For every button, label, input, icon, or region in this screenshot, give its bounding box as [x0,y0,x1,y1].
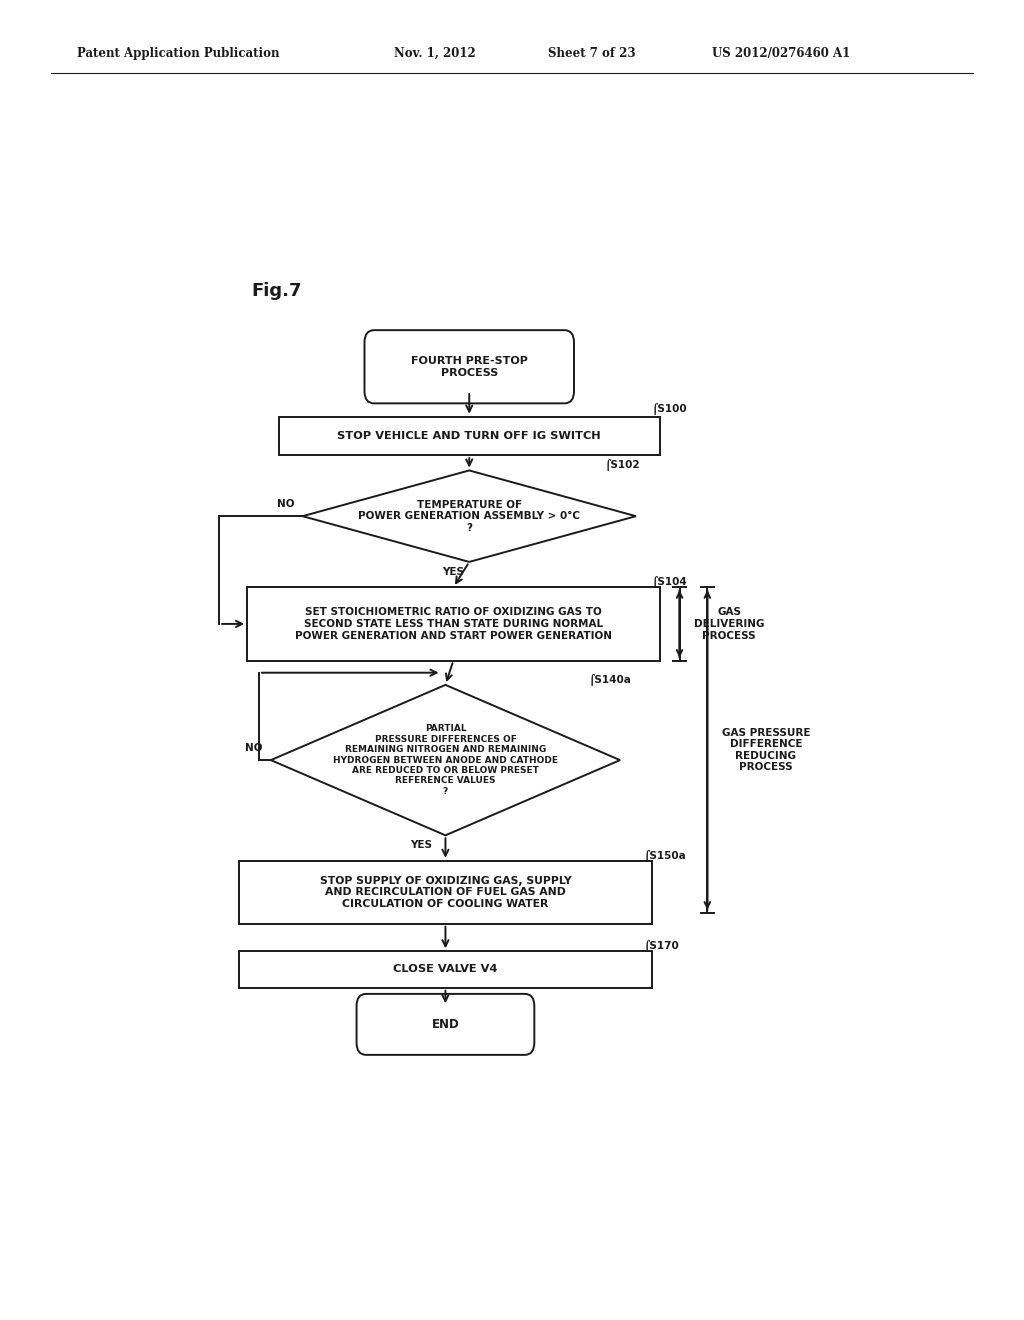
Text: STOP SUPPLY OF OXIDIZING GAS, SUPPLY
AND RECIRCULATION OF FUEL GAS AND
CIRCULATI: STOP SUPPLY OF OXIDIZING GAS, SUPPLY AND… [319,875,571,909]
Polygon shape [270,685,620,836]
Text: FOURTH PRE-STOP
PROCESS: FOURTH PRE-STOP PROCESS [411,356,527,378]
FancyBboxPatch shape [356,994,535,1055]
Polygon shape [303,470,636,562]
Text: ⌠S102: ⌠S102 [604,458,640,470]
Text: GAS
DELIVERING
PROCESS: GAS DELIVERING PROCESS [694,607,764,640]
Text: TEMPERATURE OF
POWER GENERATION ASSEMBLY > 0°C
?: TEMPERATURE OF POWER GENERATION ASSEMBLY… [358,499,581,533]
Text: YES: YES [411,841,432,850]
Text: ⌠S104: ⌠S104 [651,576,687,587]
Text: Sheet 7 of 23: Sheet 7 of 23 [548,46,636,59]
Text: SET STOICHIOMETRIC RATIO OF OXIDIZING GAS TO
SECOND STATE LESS THAN STATE DURING: SET STOICHIOMETRIC RATIO OF OXIDIZING GA… [295,607,612,640]
Text: Patent Application Publication: Patent Application Publication [77,46,280,59]
Text: ⌠S170: ⌠S170 [644,939,680,950]
Text: NO: NO [278,499,295,510]
Bar [247,587,659,660]
Text: Nov. 1, 2012: Nov. 1, 2012 [394,46,476,59]
Text: STOP VEHICLE AND TURN OFF IG SWITCH: STOP VEHICLE AND TURN OFF IG SWITCH [338,430,601,441]
Text: ⌠S140a: ⌠S140a [588,673,631,685]
FancyBboxPatch shape [365,330,574,404]
Text: GAS PRESSURE
DIFFERENCE
REDUCING
PROCESS: GAS PRESSURE DIFFERENCE REDUCING PROCESS [722,727,810,772]
Text: YES: YES [442,568,464,577]
Bar [240,952,652,987]
Bar [240,861,652,924]
Text: NO: NO [246,743,263,752]
Text: CLOSE VALVE V4: CLOSE VALVE V4 [393,965,498,974]
Text: PARTIAL
PRESSURE DIFFERENCES OF
REMAINING NITROGEN AND REMAINING
HYDROGEN BETWEE: PARTIAL PRESSURE DIFFERENCES OF REMAININ… [333,725,558,796]
Text: US 2012/0276460 A1: US 2012/0276460 A1 [712,46,850,59]
Text: ⌠S100: ⌠S100 [651,403,687,414]
Text: END: END [431,1018,460,1031]
Text: ⌠S150a: ⌠S150a [644,849,686,861]
Bar [279,417,659,455]
Text: Fig.7: Fig.7 [251,281,301,300]
